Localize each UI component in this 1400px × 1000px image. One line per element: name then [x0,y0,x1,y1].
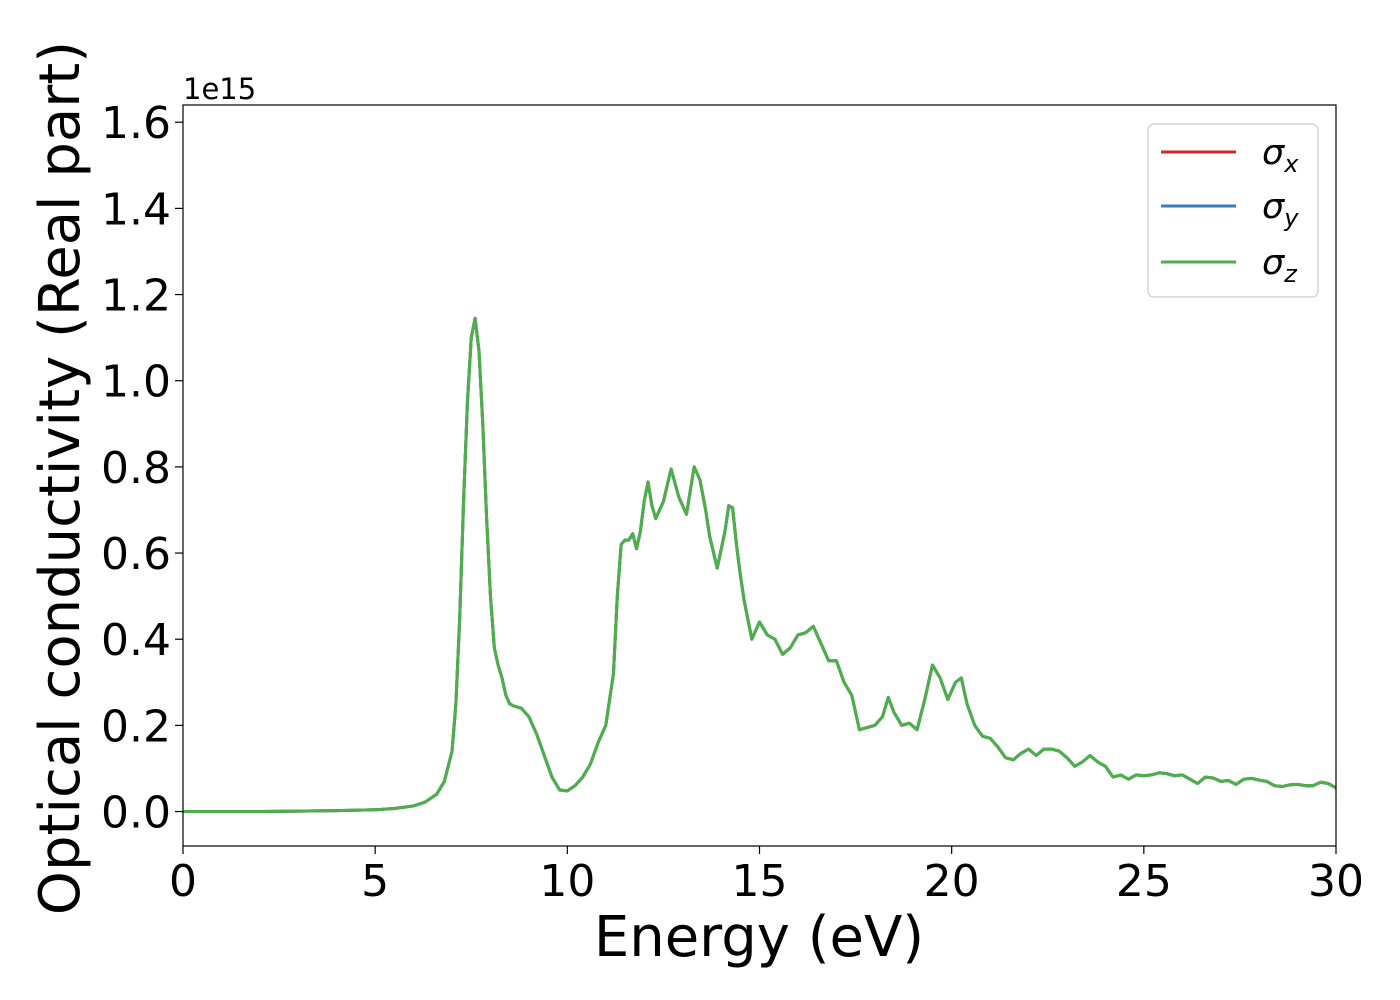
y-tick-label: 1.2 [101,271,171,322]
legend-label-x: σx [1262,133,1299,178]
x-tick-label: 25 [1116,856,1172,907]
y-axis-title: Optical conductivity (Real part) [28,41,93,915]
y-tick-label: 0.0 [101,788,171,839]
x-tick-label: 5 [361,856,389,907]
y-tick-label: 1.4 [101,184,171,235]
y-tick-label: 0.6 [101,529,171,580]
x-tick-label: 15 [732,856,788,907]
y-tick-label: 0.8 [101,443,171,494]
legend-label-y: σy [1262,187,1299,232]
plot-area [183,316,1336,814]
x-axis-title: Energy (eV) [594,905,924,970]
y-tick-label: 1.0 [101,357,171,408]
series-line-z [183,316,1336,814]
y-tick-label: 0.4 [101,615,171,666]
axes: 0 5 10 15 20 25 30 0.0 0.2 0.4 0.6 0.8 1.0 1.2 1.4 1.6 [101,98,1364,907]
y-tick-label: 0.2 [101,701,171,752]
legend-label-z: σz [1262,243,1298,288]
x-tick-label: 20 [924,856,980,907]
x-tick-label: 0 [169,856,197,907]
x-tick-label: 30 [1308,856,1364,907]
y-axis-offset-label: 1e15 [183,72,256,106]
x-tick-label: 10 [539,856,595,907]
y-tick-label: 1.6 [101,98,171,149]
legend-box [1147,123,1319,298]
legend: σx σy σz [1147,123,1319,298]
